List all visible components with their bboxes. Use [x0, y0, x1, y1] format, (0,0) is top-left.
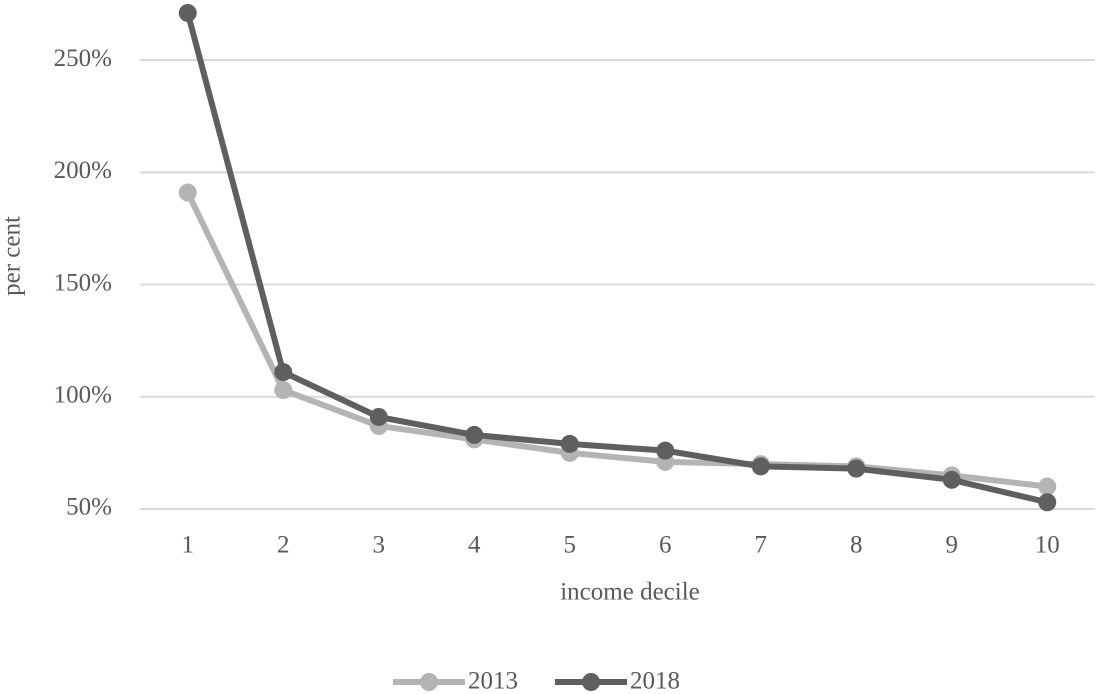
- x-tick-label: 8: [850, 532, 863, 559]
- x-tick-label: 3: [373, 532, 386, 559]
- legend-label: 2018: [630, 668, 680, 694]
- data-point: [274, 381, 293, 400]
- data-point: [274, 363, 293, 382]
- x-tick-label: 6: [659, 532, 672, 559]
- data-point: [369, 407, 388, 426]
- y-tick-label: 100%: [54, 382, 112, 409]
- legend-marker: [420, 673, 438, 691]
- x-tick-label: 9: [946, 532, 959, 559]
- data-point: [656, 441, 675, 460]
- data-point: [560, 434, 579, 453]
- x-tick-label: 1: [182, 532, 195, 559]
- data-point: [465, 425, 484, 444]
- y-axis-label: per cent: [0, 216, 26, 296]
- x-tick-label: 10: [1035, 532, 1060, 559]
- y-tick-label: 150%: [54, 269, 112, 296]
- series-line: [185, 191, 1048, 490]
- data-point: [1038, 477, 1057, 496]
- data-point: [942, 470, 961, 489]
- y-tick-label: 250%: [54, 45, 112, 72]
- x-tick-label: 4: [468, 532, 481, 559]
- legend-label: 2013: [468, 668, 518, 694]
- legend-marker: [582, 673, 600, 691]
- x-tick-label: 7: [755, 532, 768, 559]
- data-point: [178, 183, 197, 202]
- x-tick-label: 2: [277, 532, 290, 559]
- y-tick-label: 200%: [54, 157, 112, 184]
- y-tick-label: 50%: [66, 494, 112, 521]
- x-axis-label: income decile: [560, 579, 700, 606]
- data-point: [751, 457, 770, 476]
- data-point: [178, 3, 197, 22]
- x-tick-label: 5: [564, 532, 577, 559]
- data-point: [1038, 493, 1057, 512]
- data-point: [847, 459, 866, 478]
- series-line: [184, 12, 1048, 506]
